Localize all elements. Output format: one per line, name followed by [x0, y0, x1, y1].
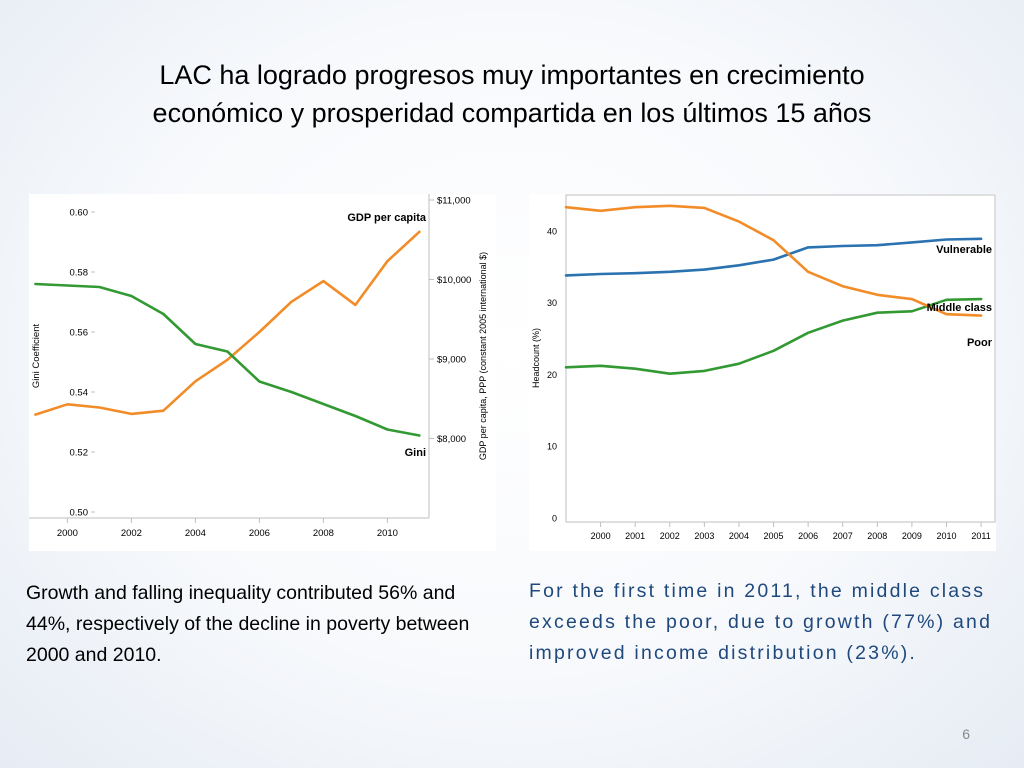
chart2-x-tick-label: 2005 [764, 531, 784, 541]
chart2-plot-frame [565, 194, 996, 523]
chart2-series-label-poor: Poor [967, 337, 993, 349]
chart1-x-ticks: 2000 2002 2004 2006 2008 2010 [57, 518, 398, 539]
chart1-series-label-gdp: GDP per capita [347, 212, 427, 224]
slide-title-line-1: LAC ha logrado progresos muy importantes… [159, 60, 865, 90]
chart2-axes [565, 194, 996, 523]
chart1-line-gdp-per-capita [34, 230, 421, 416]
chart2-x-tick-label: 2000 [591, 531, 611, 541]
gini-gdp-chart-svg: 0.600.580.560.540.520.50 $11,000$10,000$… [29, 194, 488, 539]
chart1-y-right-axis-label: GDP per capita, PPP (constant 2005 inter… [478, 252, 488, 460]
chart1-y-tick-label: 0.50 [70, 508, 89, 519]
chart2-x-tick-label: 2010 [936, 531, 956, 541]
caption-right: For the first time in 2011, the middle c… [529, 580, 993, 664]
chart2-x-tick-label: 2009 [902, 531, 922, 541]
chart2-line-middle-class [564, 297, 983, 375]
chart2-x-ticks: 2000 2001 2002 2003 2004 2005 2006 2007 2008 2009… [591, 522, 991, 541]
chart1-series [34, 230, 421, 437]
chart1-y-axis-label: Gini Coefficient [31, 324, 42, 389]
slide-title: LAC ha logrado progresos muy importantes… [40, 56, 984, 132]
chart2-x-tick-label: 2001 [625, 531, 645, 541]
chart1-right-tick-label: $9,000 [437, 355, 466, 366]
chart2-x-tick-label: 2003 [694, 531, 714, 541]
chart1-right-tick-label: $11,000 [437, 196, 471, 207]
chart1-right-ticks: $11,000 $10,000 $9,000 $8,000 [429, 196, 471, 445]
chart1-right-tick-label: $8,000 [437, 434, 466, 445]
chart1-line-gini [34, 282, 421, 437]
slide-title-line-2: económico y prosperidad compartida en lo… [152, 98, 872, 128]
chart1-x-tick-label: 2004 [185, 528, 206, 539]
chart1-right-tick-label: $10,000 [437, 275, 471, 286]
chart2-x-tick-label: 2011 [971, 531, 990, 541]
chart1-x-tick-label: 2008 [313, 528, 334, 539]
chart1-y-tick-label: 0.56 [70, 328, 89, 339]
chart2-y-tick-label: 0 [552, 514, 557, 524]
chart1-axes [29, 194, 430, 519]
chart1-left-ticks: 0.60 0.58 0.56 0.54 0.52 0.50 [70, 208, 95, 519]
chart1-y-tick-label: 0.60 [70, 208, 89, 219]
chart2-x-tick-label: 2004 [729, 531, 749, 541]
chart2-x-tick-label: 2008 [867, 531, 887, 541]
chart2-y-tick-label: 10 [547, 442, 557, 452]
chart2-series-label-middle-class: Middle class [927, 302, 992, 314]
chart2-y-ticks: 0 10 20 30 40 [547, 226, 557, 523]
chart1-x-tick-label: 2000 [57, 528, 78, 539]
chart2-series-label-vulnerable: Vulnerable [936, 244, 992, 256]
chart2-x-tick-label: 2007 [833, 531, 853, 541]
chart2-line-vulnerable [564, 237, 983, 277]
chart2-y-axis-label: Headcount (%) [531, 328, 541, 388]
chart1-y-tick-label: 0.52 [70, 448, 89, 459]
chart2-y-tick-label: 30 [547, 298, 557, 308]
chart2-x-tick-label: 2006 [798, 531, 818, 541]
chart1-x-tick-label: 2010 [377, 528, 398, 539]
chart1-x-tick-label: 2006 [249, 528, 270, 539]
page-number: 6 [962, 726, 970, 742]
chart2-series [564, 204, 983, 375]
chart1-y-tick-label: 0.58 [70, 268, 89, 279]
chart1-x-tick-label: 2002 [121, 528, 142, 539]
headcount-chart: 0 10 20 30 40 2000 2001 2002 2003 2004 2005 2006 20… [529, 194, 996, 551]
chart2-x-tick-label: 2002 [660, 531, 680, 541]
caption-left: Growth and falling inequality contribute… [26, 582, 470, 666]
chart2-y-tick-label: 40 [547, 226, 557, 236]
gini-gdp-chart: 0.60 0.58 0.56 0.54 0.52 0.50 $11,000 $10,000 $… [29, 194, 496, 551]
chart1-y-tick-label: 0.54 [70, 388, 89, 399]
chart1-series-label-gini: Gini [405, 447, 426, 459]
chart2-line-poor [564, 204, 983, 317]
chart2-y-tick-label: 20 [547, 370, 557, 380]
